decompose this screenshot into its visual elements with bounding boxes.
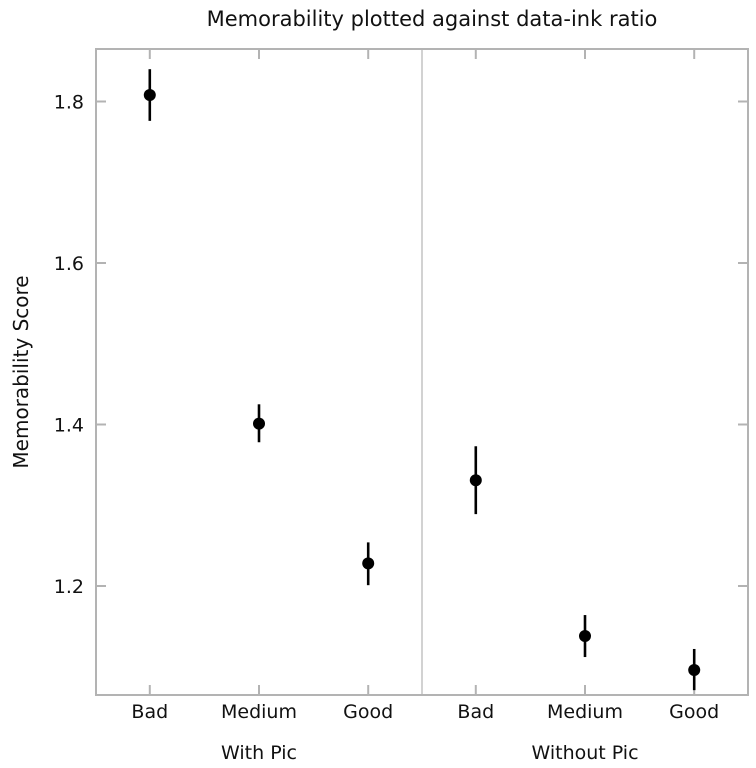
data-point [469,474,482,487]
x-tick-label: Medium [221,701,297,723]
y-tick-label: 1.4 [54,414,84,436]
x-tick-label: Bad [457,701,494,723]
x-tick-label: Good [669,701,719,723]
group-label: Without Pic [531,742,638,764]
x-tick-label: Medium [547,701,623,723]
data-point [253,417,265,430]
y-tick-label: 1.6 [54,253,84,275]
x-tick-label: Bad [131,701,168,723]
group-label: With Pic [221,742,297,764]
data-point [362,557,375,570]
y-tick-label: 1.8 [54,91,84,113]
chart-marks: 1.2 1.4 1.6 1.8 Bad Medium Good With Pic Bad Medi… [54,49,748,764]
y-tick-label: 1.2 [54,576,84,598]
data-point [579,630,591,643]
y-axis-label: Memorability Score [9,275,33,468]
data-point [143,89,156,102]
data-point [688,663,701,676]
x-tick-label: Good [343,701,393,723]
chart-title: Memorability plotted against data-ink ra… [207,7,658,31]
